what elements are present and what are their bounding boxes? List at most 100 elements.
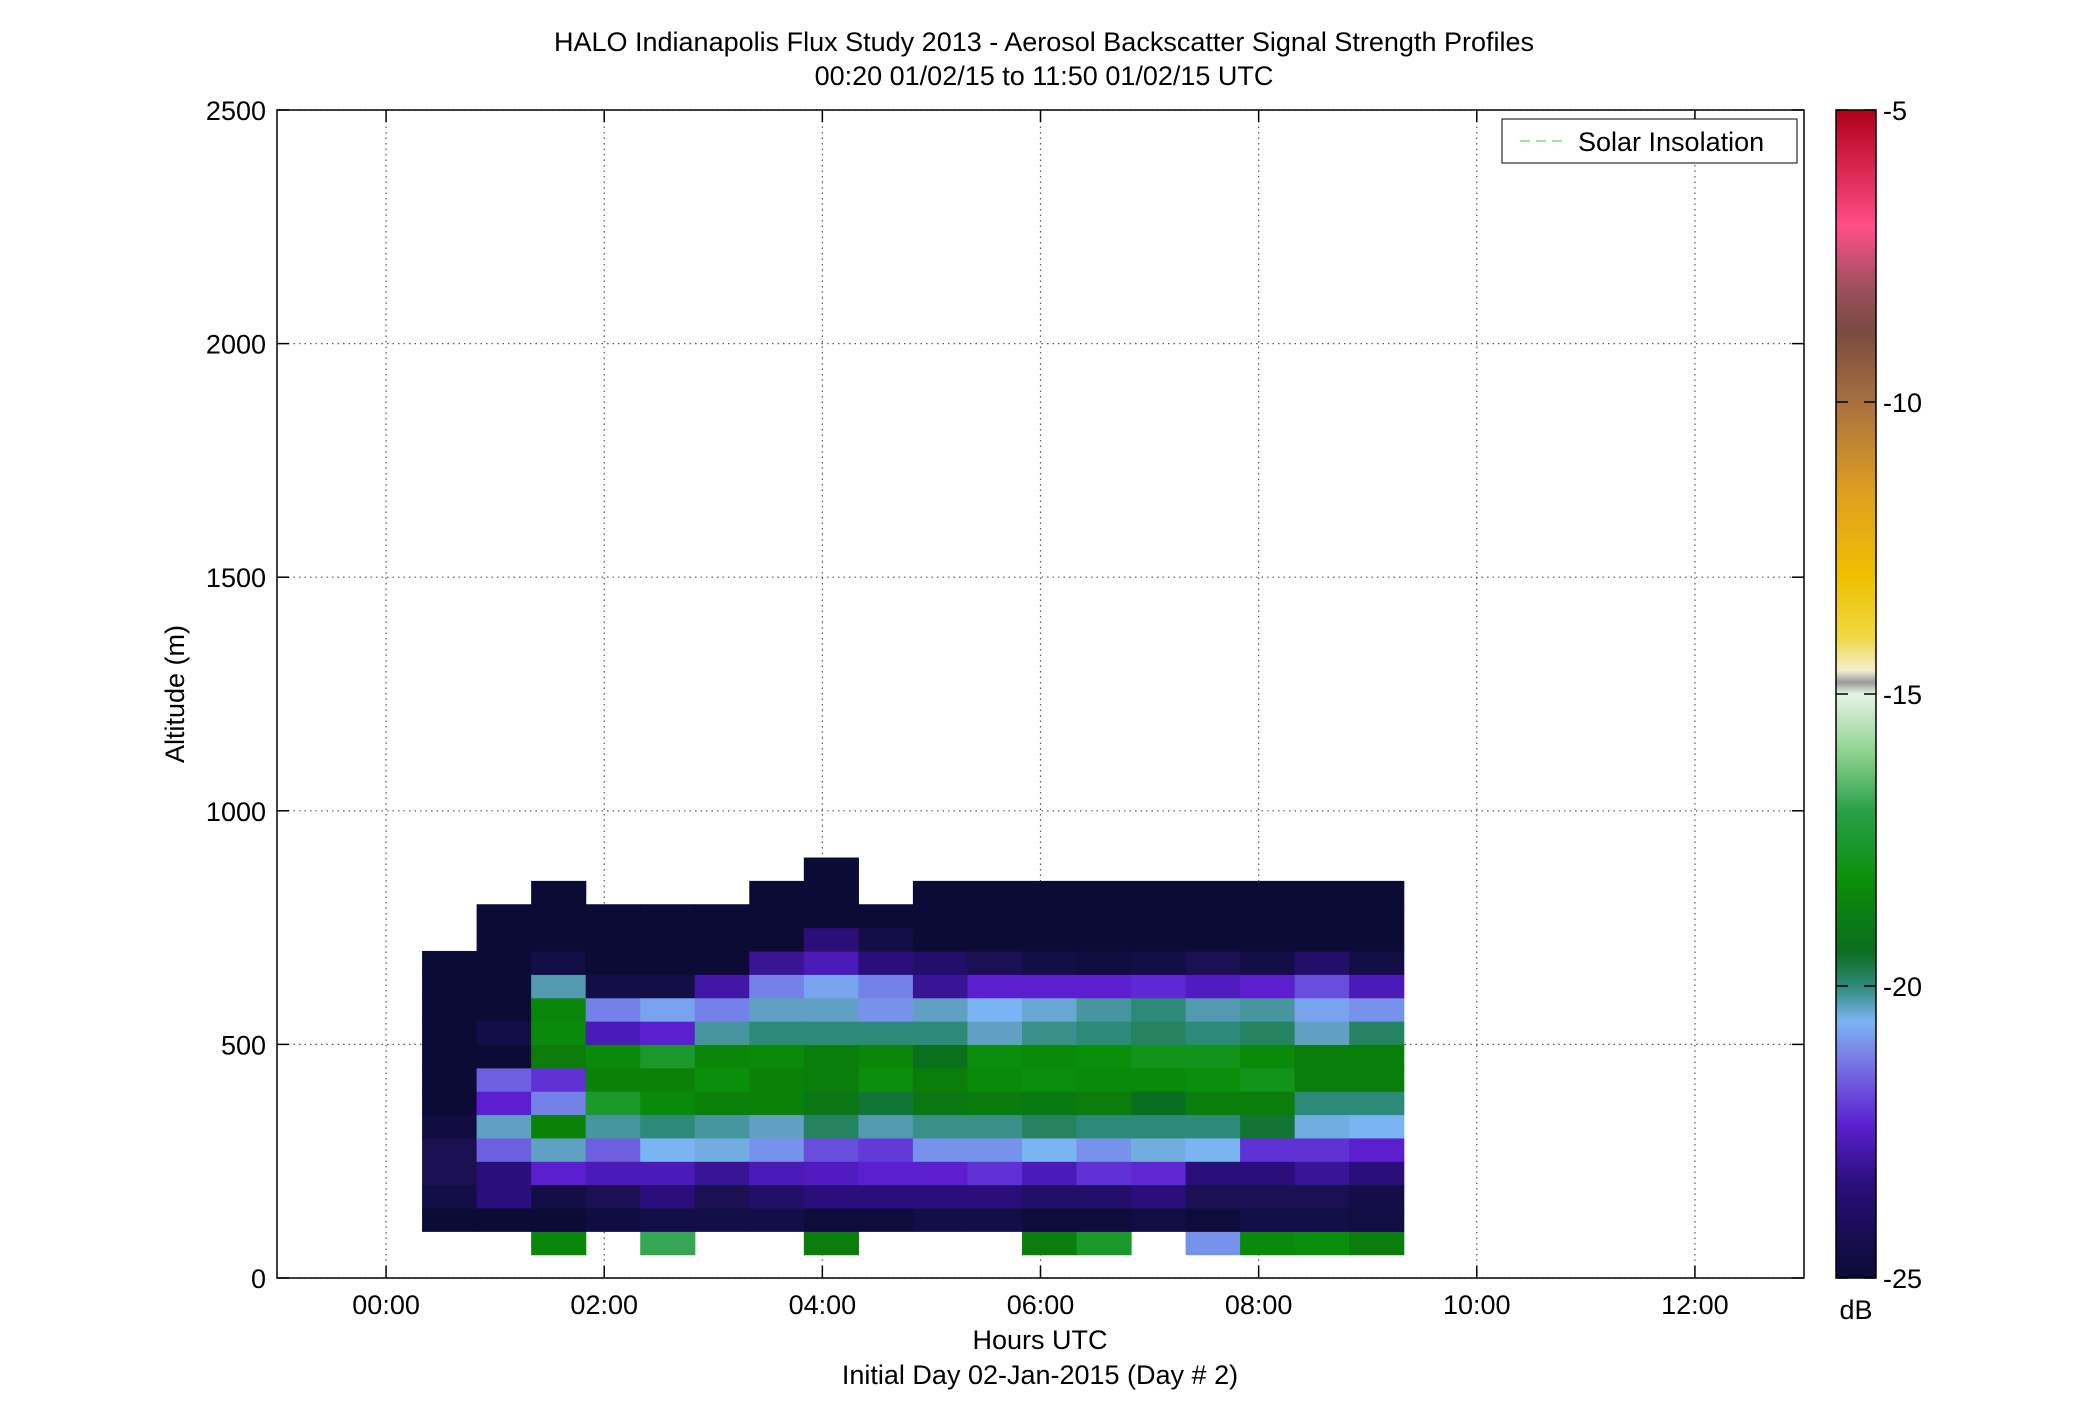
heatmap-cell — [694, 1044, 750, 1069]
heatmap-cell — [694, 1091, 750, 1116]
heatmap-cell — [640, 1044, 696, 1069]
heatmap-cell — [531, 950, 587, 975]
heatmap-cell — [1076, 974, 1132, 999]
heatmap-cell — [1240, 927, 1296, 952]
x-tick-label: 00:00 — [352, 1290, 420, 1320]
heatmap-cell — [912, 904, 969, 929]
heatmap-cells — [422, 857, 1405, 1256]
heatmap-cell — [1076, 927, 1132, 952]
heatmap-cell — [531, 1184, 587, 1209]
heatmap-cell — [803, 1067, 859, 1092]
heatmap-cell — [1076, 880, 1132, 905]
heatmap-cell — [422, 1044, 478, 1069]
heatmap-cell — [476, 974, 532, 999]
heatmap-cell — [585, 1044, 641, 1069]
heatmap-cell — [1021, 904, 1078, 929]
heatmap-cell — [1294, 1207, 1350, 1232]
legend: Solar Insolation — [1501, 118, 1798, 164]
heatmap-cell — [1021, 950, 1078, 975]
heatmap-cell — [1021, 927, 1078, 952]
heatmap-cell — [640, 1231, 696, 1256]
heatmap-cell — [531, 1137, 587, 1162]
heatmap-cell — [640, 1091, 696, 1116]
heatmap-cell — [1294, 1044, 1350, 1069]
heatmap-cell — [1021, 1161, 1078, 1186]
heatmap-cell — [585, 927, 641, 952]
heatmap-cell — [1021, 1137, 1078, 1162]
heatmap-cell — [422, 1184, 478, 1209]
heatmap-cell — [1185, 1044, 1241, 1069]
heatmap-cell — [1294, 1184, 1350, 1209]
heatmap-cell — [531, 974, 587, 999]
heatmap-cell — [1021, 1114, 1078, 1139]
heatmap-cell — [585, 1114, 641, 1139]
heatmap-cell — [1185, 927, 1241, 952]
heatmap-cell — [1349, 1091, 1405, 1116]
x-axis-ticks: 00:00 02:00 04:00 06:00 08:00 10:00 12:00 — [352, 110, 1729, 1320]
heatmap-cell — [422, 1021, 478, 1045]
heatmap-cell — [858, 997, 914, 1022]
heatmap-cell — [1240, 1137, 1296, 1162]
heatmap-cell — [803, 1207, 859, 1232]
heatmap-cell — [858, 1207, 914, 1232]
heatmap-cell — [531, 1067, 587, 1092]
heatmap-cell — [858, 1184, 914, 1209]
heatmap-cell — [1240, 1231, 1296, 1256]
heatmap-cell — [694, 1184, 750, 1209]
heatmap-cell — [1349, 1067, 1405, 1092]
heatmap-cell — [1349, 1137, 1405, 1162]
heatmap-cell — [1131, 1114, 1187, 1139]
heatmap-cell — [1131, 927, 1187, 952]
colorbar-tick-label: -5 — [1883, 96, 1907, 126]
heatmap-cell — [967, 1091, 1023, 1116]
heatmap-cell — [585, 1137, 641, 1162]
heatmap-cell — [1076, 1184, 1132, 1209]
heatmap-cell — [1349, 950, 1405, 975]
heatmap-cell — [803, 1137, 859, 1162]
heatmap-cell — [803, 927, 859, 952]
y-tick-label: 0 — [251, 1264, 266, 1294]
heatmap-cell — [803, 904, 859, 929]
heatmap-cell — [803, 1021, 859, 1045]
heatmap-cell — [694, 1161, 750, 1186]
heatmap-cell — [912, 880, 969, 905]
heatmap-cell — [912, 1021, 969, 1045]
heatmap-cell — [476, 1067, 532, 1092]
heatmap-cell — [858, 1137, 914, 1162]
heatmap-cell — [1131, 1161, 1187, 1186]
colorbar-ticks: -5 -10 -15 -20 -25 — [1836, 96, 1922, 1294]
heatmap-cell — [912, 1114, 969, 1139]
heatmap-cell — [1240, 997, 1296, 1022]
heatmap-cell — [749, 1137, 805, 1162]
heatmap-cell — [531, 1044, 587, 1069]
heatmap-cell — [640, 904, 696, 929]
heatmap-cell — [585, 1184, 641, 1209]
heatmap-cell — [694, 1137, 750, 1162]
heatmap-cell — [749, 950, 805, 975]
heatmap-cell — [1076, 950, 1132, 975]
heatmap-cell — [803, 974, 859, 999]
heatmap-cell — [476, 1091, 532, 1116]
heatmap-cell — [967, 974, 1023, 999]
heatmap-cell — [1294, 1021, 1350, 1045]
heatmap-cell — [967, 1067, 1023, 1092]
heatmap-cell — [1021, 880, 1078, 905]
heatmap-cell — [912, 997, 969, 1022]
heatmap-cell — [1076, 1137, 1132, 1162]
heatmap-cell — [585, 904, 641, 929]
heatmap-cell — [912, 1137, 969, 1162]
y-axis-ticks: 0 500 1000 1500 2000 2500 — [206, 96, 1804, 1294]
heatmap-cell — [1185, 1114, 1241, 1139]
heatmap-cell — [585, 1067, 641, 1092]
heatmap-cell — [694, 904, 750, 929]
heatmap-cell — [858, 904, 914, 929]
heatmap-cell — [1185, 1021, 1241, 1045]
heatmap-cell — [476, 1114, 532, 1139]
heatmap-cell — [531, 1114, 587, 1139]
legend-box — [1501, 118, 1798, 164]
heatmap-cell — [531, 1207, 587, 1232]
heatmap-cell — [967, 997, 1023, 1022]
y-tick-label: 1500 — [206, 563, 266, 593]
heatmap-cell — [1294, 1137, 1350, 1162]
heatmap-cell — [476, 997, 532, 1022]
